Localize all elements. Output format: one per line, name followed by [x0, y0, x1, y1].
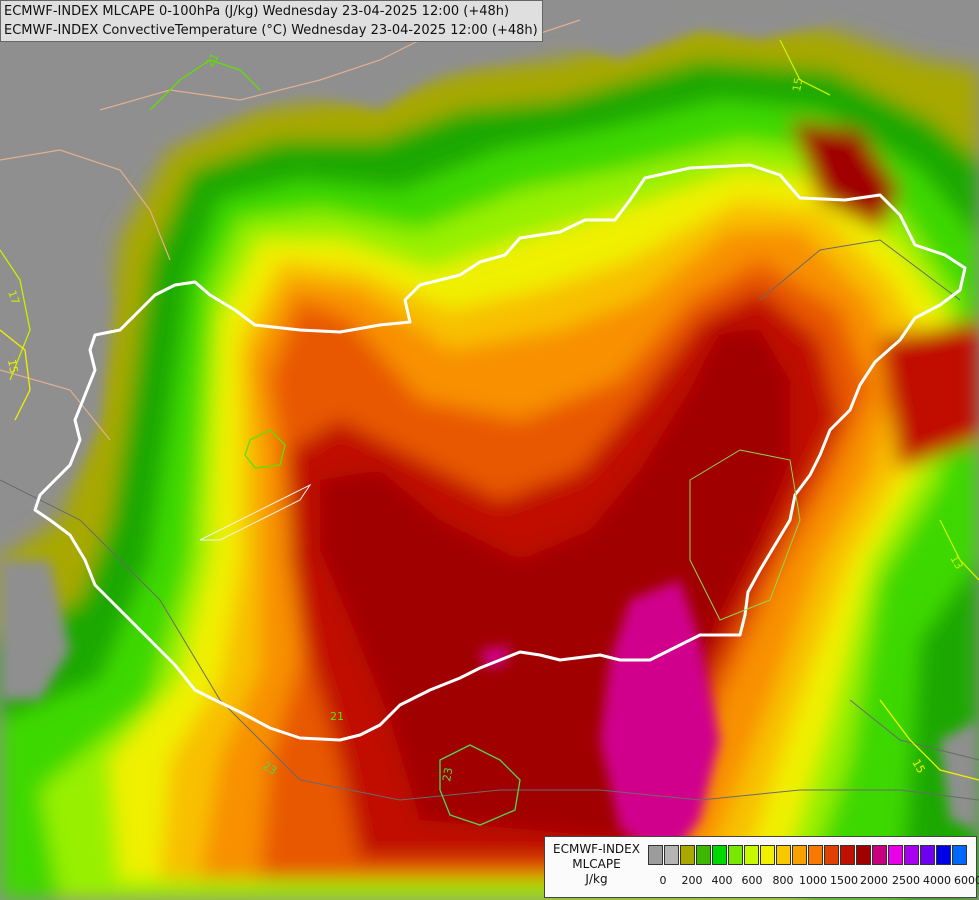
legend-tick-label: 200 [681, 874, 703, 887]
convective-temp-contours [0, 39, 979, 826]
cape-field [0, 20, 979, 900]
legend-swatch [760, 845, 775, 865]
legend-ticks: 0 200 400 600 800 1000 1500 2000 2500 4000 6000 [648, 874, 979, 890]
cape-magenta-core [600, 580, 720, 860]
legend-unit: J/kg [585, 872, 608, 886]
secondary-borders [0, 239, 979, 801]
label-23-a: 23 [261, 759, 280, 777]
legend-swatch [936, 845, 951, 865]
low-cape-sw [0, 560, 70, 700]
contour-line-15-left [0, 329, 31, 421]
legend-swatch [776, 845, 791, 865]
label-21-top: 21 [203, 51, 221, 70]
hungary-border [33, 163, 967, 742]
legend-swatch [840, 845, 855, 865]
legend-title-line1: ECMWF-INDEX [553, 842, 640, 856]
contour-line-green-mid [244, 429, 286, 469]
legend-swatch [952, 845, 967, 865]
contour-line-15-top [779, 39, 831, 96]
header-line-convective-temp: ECMWF-INDEX ConvectiveTemperature (°C) W… [4, 23, 538, 38]
contour-line-13 [939, 519, 979, 581]
contour-line-23 [439, 744, 521, 826]
label-17: 17 [5, 289, 22, 307]
cape-peaks [0, 0, 979, 860]
legend-title-line2: MLCAPE [572, 857, 621, 871]
legend-tick-label: 6000 [954, 874, 979, 887]
cape-red-e [880, 320, 979, 470]
legend-swatch [744, 845, 759, 865]
contour-line-20-center [689, 449, 801, 621]
contour-line-15-right [879, 699, 979, 781]
legend-tick-label: 800 [772, 874, 794, 887]
label-21-bottom: 21 [330, 710, 344, 723]
legend-tick-label: 2500 [892, 874, 920, 887]
legend-swatch [664, 845, 679, 865]
contour-line-21-top [149, 59, 261, 111]
legend-swatch [680, 845, 695, 865]
legend-swatch [728, 845, 743, 865]
contour-line-17 [0, 249, 31, 381]
label-13: 13 [947, 553, 965, 572]
color-legend: ECMWF-INDEX MLCAPE J/kg 0 200 400 600 800 100… [544, 836, 979, 898]
legend-swatch [696, 845, 711, 865]
low-cape-ne [560, 0, 860, 60]
map-header: ECMWF-INDEX MLCAPE 0-100hPa (J/kg) Wedne… [0, 0, 543, 42]
contour-labels: 17 15 21 21 23 23 15 13 15 [5, 51, 966, 783]
legend-swatch [824, 845, 839, 865]
legend-swatch [792, 845, 807, 865]
label-23-b: 23 [440, 766, 455, 782]
legend-tick-label: 600 [741, 874, 763, 887]
legend-tick-label: 1500 [830, 874, 858, 887]
low-cape-nw [0, 0, 540, 280]
header-line-mlcape: ECMWF-INDEX MLCAPE 0-100hPa (J/kg) Wedne… [4, 4, 510, 19]
label-15-left: 15 [5, 358, 20, 374]
legend-swatch [712, 845, 727, 865]
legend-tick-label: 1000 [799, 874, 827, 887]
legend-tick-label: 4000 [923, 874, 951, 887]
legend-tick-label: 0 [659, 874, 667, 887]
legend-swatch [888, 845, 903, 865]
cape-darkred-ne [790, 120, 900, 230]
legend-swatches [648, 845, 968, 865]
legend-swatch [920, 845, 935, 865]
legend-swatch [808, 845, 823, 865]
legend-swatch [648, 845, 663, 865]
legend-swatch [872, 845, 887, 865]
legend-swatch [856, 845, 871, 865]
legend-tick-label: 2000 [860, 874, 888, 887]
legend-title: ECMWF-INDEX MLCAPE J/kg [549, 842, 644, 887]
cape-magenta-small [480, 645, 510, 668]
legend-swatch [904, 845, 919, 865]
label-15-right: 15 [909, 757, 927, 776]
legend-tick-label: 400 [711, 874, 733, 887]
label-15-top: 15 [790, 76, 805, 92]
low-cape-w [0, 230, 110, 500]
contour-line-lake [199, 483, 312, 541]
